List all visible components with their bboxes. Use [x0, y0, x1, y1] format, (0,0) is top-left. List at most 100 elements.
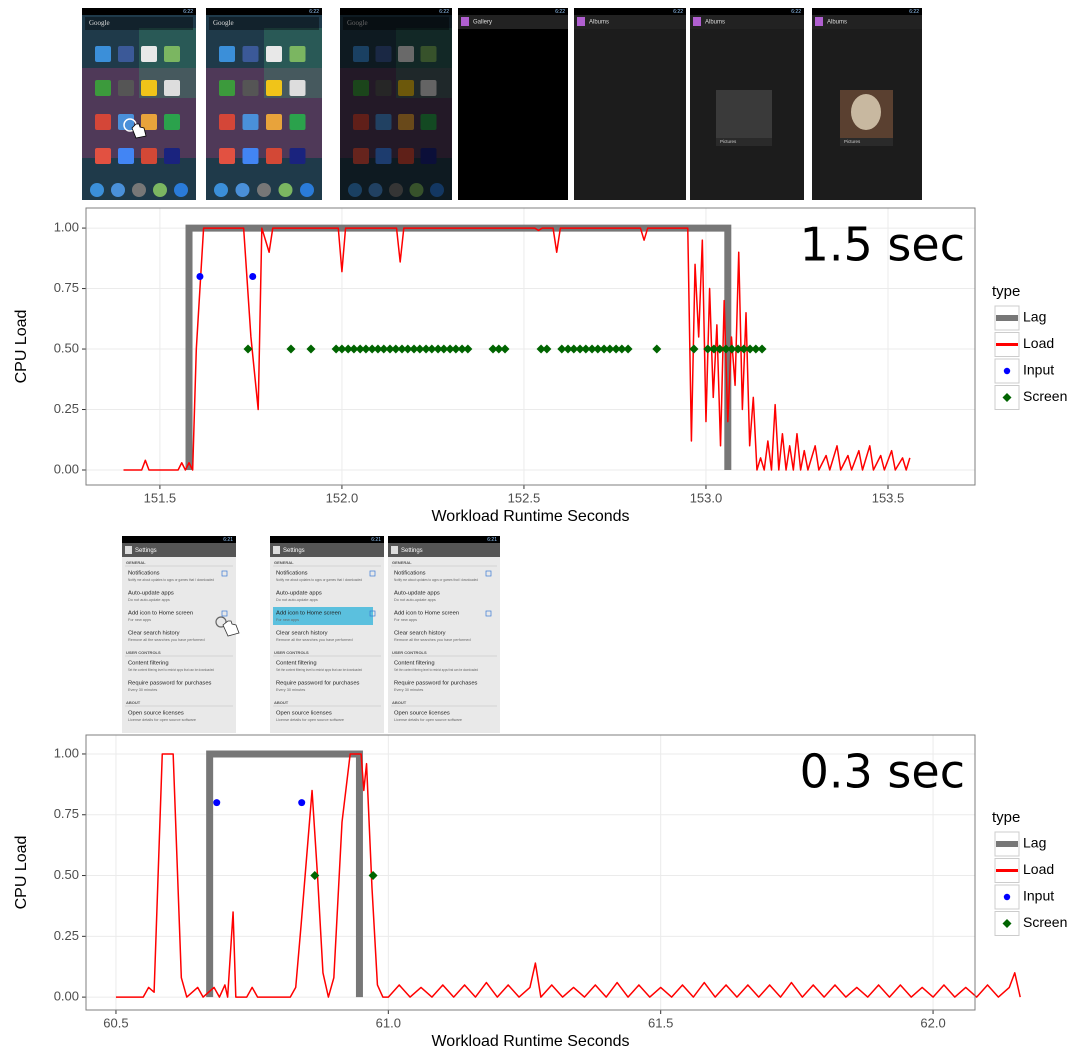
screen-point [439, 344, 449, 354]
screen-point [415, 344, 425, 354]
screen-point [445, 344, 455, 354]
settings-item-desc: Set the content filtering level to restr… [128, 668, 214, 672]
app-icon [141, 80, 157, 96]
status-time: 6:21 [487, 537, 497, 543]
screen-point [569, 344, 579, 354]
search-label: Google [213, 19, 234, 27]
annotation: 0.3 sec [800, 745, 965, 799]
touch-hand [131, 123, 147, 139]
screen-point [652, 344, 662, 354]
series-line [206, 750, 363, 998]
screen-point [557, 344, 567, 354]
search-bar [85, 17, 193, 30]
status-time: 6:22 [555, 9, 565, 15]
settings-section: GENERAL [126, 560, 146, 565]
checkbox [221, 570, 228, 577]
settings-item-title: Require password for purchases [276, 681, 360, 687]
legend-diamond [1002, 919, 1012, 928]
status-bar [82, 8, 196, 15]
search-bar [209, 17, 319, 30]
screen-point [587, 344, 597, 354]
app-logo [577, 17, 585, 26]
settings-bar [122, 543, 236, 557]
app-icon [118, 148, 134, 164]
y-tick-label: 1.00 [54, 745, 79, 760]
settings-title: Settings [401, 548, 423, 554]
screen-point [361, 344, 371, 354]
app-icon [289, 80, 306, 96]
app-icon [164, 148, 180, 164]
action-title: Albums [589, 20, 609, 26]
settings-item-desc: License details for open source software [276, 718, 344, 722]
status-bar [270, 536, 384, 543]
status-time: 6:21 [371, 537, 381, 543]
app-icon [118, 46, 134, 62]
settings-item-desc: Remove all the searches you have perform… [394, 638, 471, 642]
screen-point [373, 344, 383, 354]
status-bar [458, 8, 568, 15]
settings-highlight [273, 607, 373, 625]
settings-item-title: Auto-update apps [276, 591, 322, 597]
y-tick-label: 0.25 [54, 401, 79, 416]
status-bar [122, 536, 236, 543]
dim-overlay [340, 15, 452, 200]
y-tick-label: 0.50 [54, 867, 79, 882]
dock-icon [257, 183, 271, 197]
status-time: 6:22 [673, 9, 683, 15]
screen-point [500, 344, 510, 354]
screen-point [306, 344, 316, 354]
settings-screen [122, 536, 236, 733]
settings-item-title: Auto-update apps [128, 591, 174, 597]
touch-hand [222, 620, 240, 637]
action-bar [574, 15, 686, 29]
dock-icon [153, 183, 167, 197]
screen-point [310, 871, 320, 881]
dock-icon [300, 183, 314, 197]
app-icon [164, 46, 180, 62]
settings-item-desc: Do not auto-update apps [394, 598, 436, 602]
settings-item-desc: Remove all the searches you have perform… [128, 638, 205, 642]
y-tick-label: 0.75 [54, 806, 79, 821]
app-icon [141, 46, 157, 62]
action-bar [812, 15, 922, 29]
settings-item-title: Notifications [394, 571, 426, 577]
input-point [298, 799, 306, 807]
album-caption [716, 138, 772, 146]
status-bar [574, 8, 686, 15]
y-tick-label: 0.75 [54, 280, 79, 295]
app-icon [164, 114, 180, 130]
album-caption [840, 138, 893, 146]
screen-point [368, 871, 378, 881]
home-screenshot: Google [206, 8, 322, 200]
settings-section: GENERAL [274, 560, 294, 565]
settings-screen [388, 536, 500, 733]
screen-point [349, 344, 359, 354]
x-tick-label: 60.5 [103, 1015, 128, 1030]
app-icon [95, 46, 111, 62]
x-tick-label: 153.5 [872, 490, 905, 505]
legend-label: Input [1023, 888, 1054, 904]
screen-point [243, 344, 253, 354]
action-title: Albums [705, 20, 725, 26]
screen-point [536, 344, 546, 354]
screen-point [727, 344, 737, 354]
app-screen [458, 8, 568, 200]
app-icon [95, 114, 111, 130]
settings-section: USER CONTROLS [392, 650, 427, 655]
album-name: Pictures [720, 139, 737, 144]
screen-point [733, 344, 743, 354]
app-icon [118, 114, 134, 130]
status-bar [388, 536, 500, 543]
settings-screen [270, 536, 384, 733]
screen-point [409, 344, 419, 354]
screen-point [385, 344, 395, 354]
settings-item-desc: For new apps [276, 618, 299, 622]
dock-icon [278, 183, 293, 197]
screen-point [433, 344, 443, 354]
action-title: Gallery [473, 20, 492, 26]
series-line [123, 227, 911, 471]
wallpaper [82, 8, 196, 200]
wallpaper [206, 8, 322, 200]
input-point [196, 272, 204, 280]
dock-icon [214, 183, 228, 197]
